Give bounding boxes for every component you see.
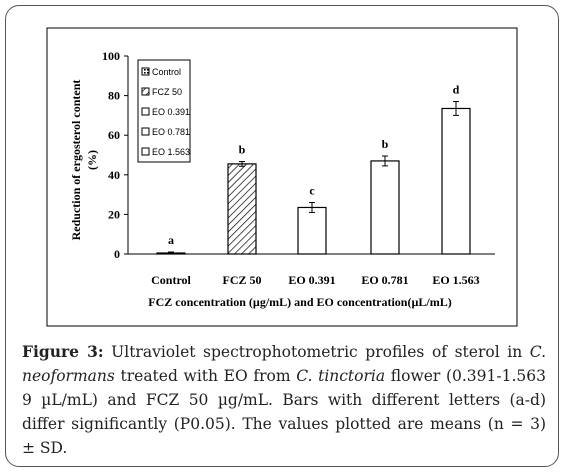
y-tick-label: 80 bbox=[108, 89, 120, 103]
y-tick-label: 0 bbox=[114, 247, 120, 261]
caption-species-name: C. neoformans bbox=[22, 343, 546, 385]
bar-eo-1-563 bbox=[441, 107, 471, 255]
legend-label: EO 0.391 bbox=[152, 107, 190, 117]
caption-segment: flower (0.391-1.563 9 µL/mL) and FCZ 50 … bbox=[22, 367, 546, 457]
bars-group: a b c b d bbox=[156, 83, 471, 255]
legend-swatch bbox=[141, 87, 150, 96]
y-axis: 0 20 40 60 80 100 bbox=[102, 49, 495, 261]
legend-swatch bbox=[141, 147, 150, 156]
significance-letter: a bbox=[168, 233, 174, 247]
caption-segment: treated with EO from bbox=[114, 367, 297, 385]
significance-letter: c bbox=[309, 184, 315, 198]
y-tick-label: 20 bbox=[108, 207, 120, 221]
significance-letter: d bbox=[453, 83, 460, 97]
caption-text: Ultraviolet spectrophotometric profiles … bbox=[22, 343, 546, 457]
bar-eo-0-391 bbox=[297, 206, 327, 255]
x-tick-label: FCZ 50 bbox=[223, 273, 262, 287]
y-axis-unit: (%) bbox=[85, 150, 99, 170]
caption-species-name: C. tinctoria bbox=[296, 367, 386, 385]
significance-letter: b bbox=[239, 143, 246, 157]
legend-swatch bbox=[141, 107, 150, 116]
figure-caption: Figure 3: Ultraviolet spectrophotometric… bbox=[22, 340, 546, 460]
x-tick-labels: Control FCZ 50 EO 0.391 EO 0.781 EO 1.563 bbox=[151, 273, 480, 287]
legend-label: Control bbox=[152, 67, 181, 77]
bar-eo-0-781 bbox=[370, 160, 400, 255]
y-tick-label: 60 bbox=[108, 128, 120, 142]
y-tick-label: 100 bbox=[102, 49, 120, 63]
y-tick-label: 40 bbox=[108, 168, 120, 182]
legend-swatch bbox=[141, 127, 150, 136]
legend-label: EO 1.563 bbox=[152, 147, 190, 157]
x-axis-title: FCZ concentration (µg/mL) and EO concent… bbox=[148, 295, 451, 309]
legend: Control FCZ 50 EO 0.391 EO 0.781 EO 1.563 bbox=[137, 59, 191, 163]
plot-area-border bbox=[46, 27, 518, 327]
significance-letter: b bbox=[382, 137, 389, 151]
x-tick-label: EO 1.563 bbox=[432, 273, 479, 287]
legend-swatch bbox=[141, 67, 150, 76]
bar-fcz-50 bbox=[227, 163, 257, 255]
figure-label: Figure 3: bbox=[22, 342, 104, 361]
caption-segment: Ultraviolet spectrophotometric profiles … bbox=[103, 343, 530, 361]
x-tick-label: EO 0.391 bbox=[288, 273, 335, 287]
x-tick-label: EO 0.781 bbox=[361, 273, 408, 287]
x-tick-label: Control bbox=[151, 273, 191, 287]
y-axis-title: Reduction of ergosterol content bbox=[69, 80, 83, 241]
legend-label: FCZ 50 bbox=[152, 87, 182, 97]
legend-label: EO 0.781 bbox=[152, 127, 190, 137]
